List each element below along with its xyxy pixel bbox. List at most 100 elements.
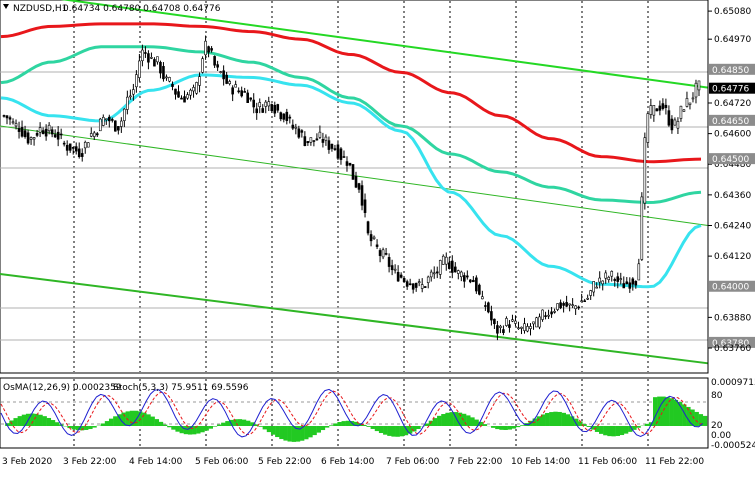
price-label: 0.64360 [714,191,751,201]
price-label: 0.64850 [712,66,749,76]
osma-bar [246,421,250,426]
candle [114,120,116,131]
osma-bar [113,416,117,426]
candle [656,108,658,111]
osma-min-label: -0.000524 [711,441,755,451]
osma-bar [566,414,570,426]
osma-bar [288,426,292,442]
osma-bar [142,413,146,426]
time-label: 6 Feb 14:00 [321,457,375,467]
osma-bar [325,426,329,428]
time-label: 7 Feb 06:00 [386,457,440,467]
osma-bar [204,426,208,431]
osma-bar [242,420,246,426]
osma-bar [695,412,699,426]
candle [196,82,198,95]
osma-bar [34,414,38,426]
price-label: 0.64650 [712,117,749,127]
osma-bar [562,413,566,426]
price-label: 0.64720 [714,99,751,109]
price-label: 0.63760 [714,344,751,354]
osma-bar [437,416,441,426]
osma-bar [225,421,229,426]
candle [367,221,369,236]
price-label: 0.64970 [714,35,751,45]
osma-bar [416,426,420,429]
stoch-80-label: 80 [711,391,723,401]
osma-bar [441,414,445,426]
osma-bar [450,412,454,426]
stoch-20-label: 20 [711,421,723,431]
symbol-title: NZDUSD,H1 [13,4,67,14]
candle [536,317,538,327]
osma-bar [258,426,262,427]
osma-bar [470,417,474,426]
osma-bar [508,426,512,430]
osma-bar [400,426,404,436]
osma-bar [375,426,379,431]
osma-bar [126,411,130,426]
osma-bar [653,397,657,426]
osma-bar [163,425,167,426]
candle [87,142,89,147]
osma-bar [616,426,620,436]
osma-bar [346,421,350,426]
osma-bar [109,419,113,426]
time-label: 5 Feb 22:00 [258,457,312,467]
osma-bar [504,426,508,430]
osma-bar [499,426,503,430]
osma-bar [43,416,47,426]
osma-bar [624,426,628,434]
candle [424,286,426,288]
osma-bar [283,426,287,441]
osma-bar [433,418,437,426]
time-label: 11 Feb 22:00 [645,457,704,467]
symbol-header: NZDUSD,H1 0.64734 0.64780 0.64708 0.6477… [3,4,221,14]
osma-bar [599,426,603,434]
osma-max-label: 0.0009715 [711,378,755,388]
osma-bar [155,419,159,426]
level-price-tag: 0.64650 [709,115,755,127]
osma-bar [333,423,337,426]
osma-bar [92,426,96,428]
candle [352,164,354,179]
osma-bar [51,420,55,426]
osma-bar [587,426,591,427]
osma-bar [371,426,375,429]
osma-bar [670,398,674,426]
stoch-label: Stoch(5,3,3) 75.9511 69.5596 [113,383,249,393]
level-price-tag: 0.64500 [709,153,755,165]
osma-bar [238,419,242,426]
osma-bar [55,422,59,426]
osma-bar [412,426,416,432]
osma-bar [379,426,383,433]
osma-bar [553,412,557,426]
osma-bar [267,426,271,432]
price-label: 0.64240 [714,221,751,231]
osma-bar [537,416,541,426]
price-label: 0.64776 [712,85,749,95]
candle [641,192,643,261]
time-label: 10 Feb 14:00 [511,457,570,467]
osma-bar [645,424,649,426]
candle [644,133,646,210]
candle [647,112,649,147]
osma-bar [38,415,42,426]
osma-bar [134,411,138,426]
osma-bar [337,422,341,426]
osma-bar [611,426,615,436]
osma-bar [317,426,321,433]
time-label: 5 Feb 06:00 [195,457,249,467]
osma-bar [18,416,22,426]
osma-bar [88,426,92,429]
time-label: 3 Feb 22:00 [63,457,117,467]
osma-bar [184,426,188,434]
osma-bar [516,426,520,427]
osma-bar [304,426,308,439]
osma-bar [321,426,325,430]
osma-bar [342,421,346,426]
osma-bar [483,424,487,426]
time-label: 7 Feb 22:00 [449,457,503,467]
price-label: 0.63880 [714,313,751,323]
